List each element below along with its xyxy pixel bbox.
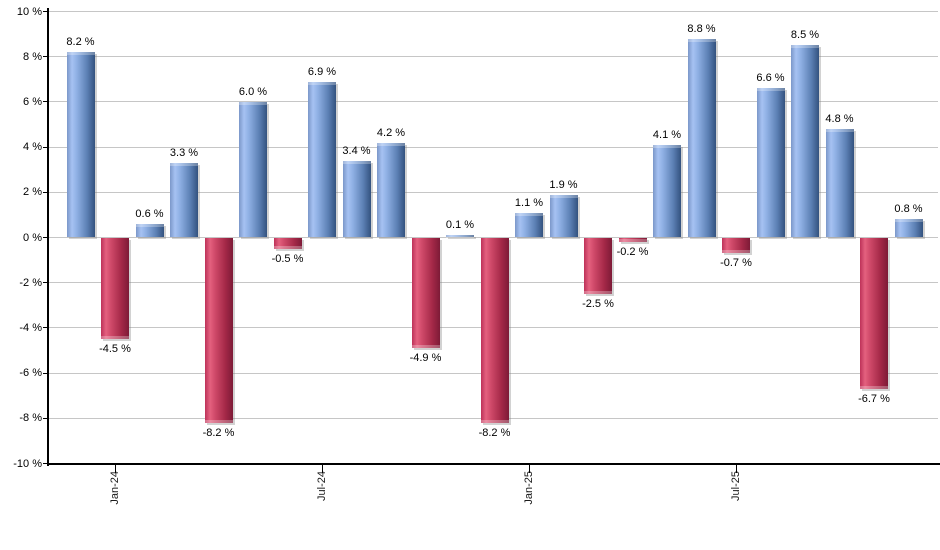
y-axis-tick [43,417,49,419]
bar-value-label: 3.4 % [342,144,371,157]
bar [894,219,923,238]
bar-value-label: -8.2 % [478,426,511,439]
bar-value-label: 4.8 % [825,113,854,126]
gridline [49,56,938,58]
bar-value-label: -6.7 % [858,392,890,405]
bar-value-label: 0.6 % [135,207,164,220]
bar-value-label: 0.8 % [894,203,923,216]
bar [687,38,716,238]
x-axis-tick [321,464,323,473]
y-tick-label: -8 % [19,412,42,425]
bar [308,81,336,238]
bar-value-label: 8.8 % [687,22,716,35]
y-tick-label: 2 % [23,186,42,199]
x-tick-label: Jan-25 [523,470,535,505]
gridline [49,191,938,193]
x-axis-tick [528,464,530,473]
bar [135,223,164,238]
bar [101,237,129,340]
bar-value-label: 6.9 % [307,65,337,78]
x-tick-label: Jan-24 [109,470,121,505]
bar [825,129,854,238]
bar [653,144,681,238]
y-tick-label: -10 % [13,457,42,470]
bar [273,237,302,250]
y-tick-label: 0 % [23,231,42,244]
x-tick-label: Jul-25 [730,470,742,501]
y-axis-tick [43,146,49,148]
y-tick-label: 10 % [16,5,42,18]
bar [549,194,578,238]
bar [411,237,440,349]
bar-value-label: 0.1 % [445,219,475,232]
bar [342,160,371,238]
bar [722,237,750,254]
bar-value-label: 8.2 % [66,36,95,49]
bar [791,45,819,238]
bar-value-label: -8.2 % [202,426,235,439]
bar [618,237,647,243]
y-tick-label: -4 % [19,321,42,334]
bar [515,212,543,238]
bar [170,162,198,238]
bar [377,142,405,238]
y-axis-tick [43,237,49,238]
bar-value-label: 6.6 % [756,72,785,85]
bar-value-label: -0.2 % [616,246,649,259]
y-axis-tick [43,463,49,464]
bar-value-label: 4.1 % [652,128,682,141]
y-tick-label: -2 % [19,276,42,289]
bar-value-label: 1.1 % [514,196,544,209]
y-axis-tick [43,327,49,329]
y-tick-label: 8 % [23,50,42,63]
bar-value-label: -0.7 % [720,257,752,270]
y-tick-label: 4 % [23,141,42,154]
y-tick-label: -6 % [19,367,42,380]
y-axis-line [47,8,49,466]
y-axis-tick [43,372,49,374]
bar [860,237,888,390]
bar-value-label: -2.5 % [582,298,614,310]
bar-value-label: -4.5 % [99,343,131,356]
bar [204,237,233,424]
y-tick-label: 6 % [23,95,42,108]
y-axis-tick [43,101,49,103]
bar [756,88,785,238]
bar-value-label: -0.5 % [271,252,304,265]
bar [66,52,95,238]
y-axis-tick [43,191,49,193]
x-axis-line [47,463,940,465]
x-tick-label: Jul-24 [316,470,328,501]
y-axis-tick [43,282,49,284]
bar [446,235,474,239]
bar [584,237,612,294]
y-axis-tick [43,11,49,12]
gridline [49,11,938,12]
bar-value-label: -4.9 % [409,352,442,365]
x-axis-tick [735,464,737,473]
gridline [49,101,938,103]
bar-value-label: 6.0 % [238,85,268,98]
bar-value-label: 3.3 % [169,146,199,159]
bar-value-label: 4.2 % [376,126,406,139]
bar [480,237,509,424]
bar-value-label: 8.5 % [790,29,820,42]
bar-value-label: 1.9 % [549,178,578,191]
gridline [49,146,938,148]
y-axis-tick [43,56,49,58]
bar [239,101,267,238]
x-axis-tick [114,464,116,473]
